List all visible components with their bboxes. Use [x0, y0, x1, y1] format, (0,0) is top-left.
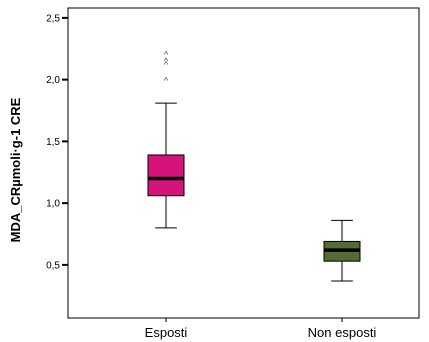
y-tick-label: 0,5: [46, 260, 60, 271]
y-tick-label: 1,5: [46, 137, 60, 148]
box-iqr: [147, 154, 185, 197]
y-axis-label: MDA_CRµmoli·g-1 CRE: [8, 97, 23, 242]
outlier-marker: ^: [164, 60, 169, 70]
outlier-marker: ^: [164, 56, 169, 66]
y-tick-label: 2,0: [46, 75, 60, 86]
x-tick-label: Non esposti: [308, 325, 377, 340]
y-tick-label: 2,5: [46, 13, 60, 24]
plot-frame: [67, 7, 420, 319]
y-tick-label: 1,0: [46, 199, 60, 210]
outlier-marker: ^: [164, 76, 169, 86]
outlier-marker: ^: [164, 50, 169, 60]
x-tick-label: Esposti: [145, 325, 188, 340]
